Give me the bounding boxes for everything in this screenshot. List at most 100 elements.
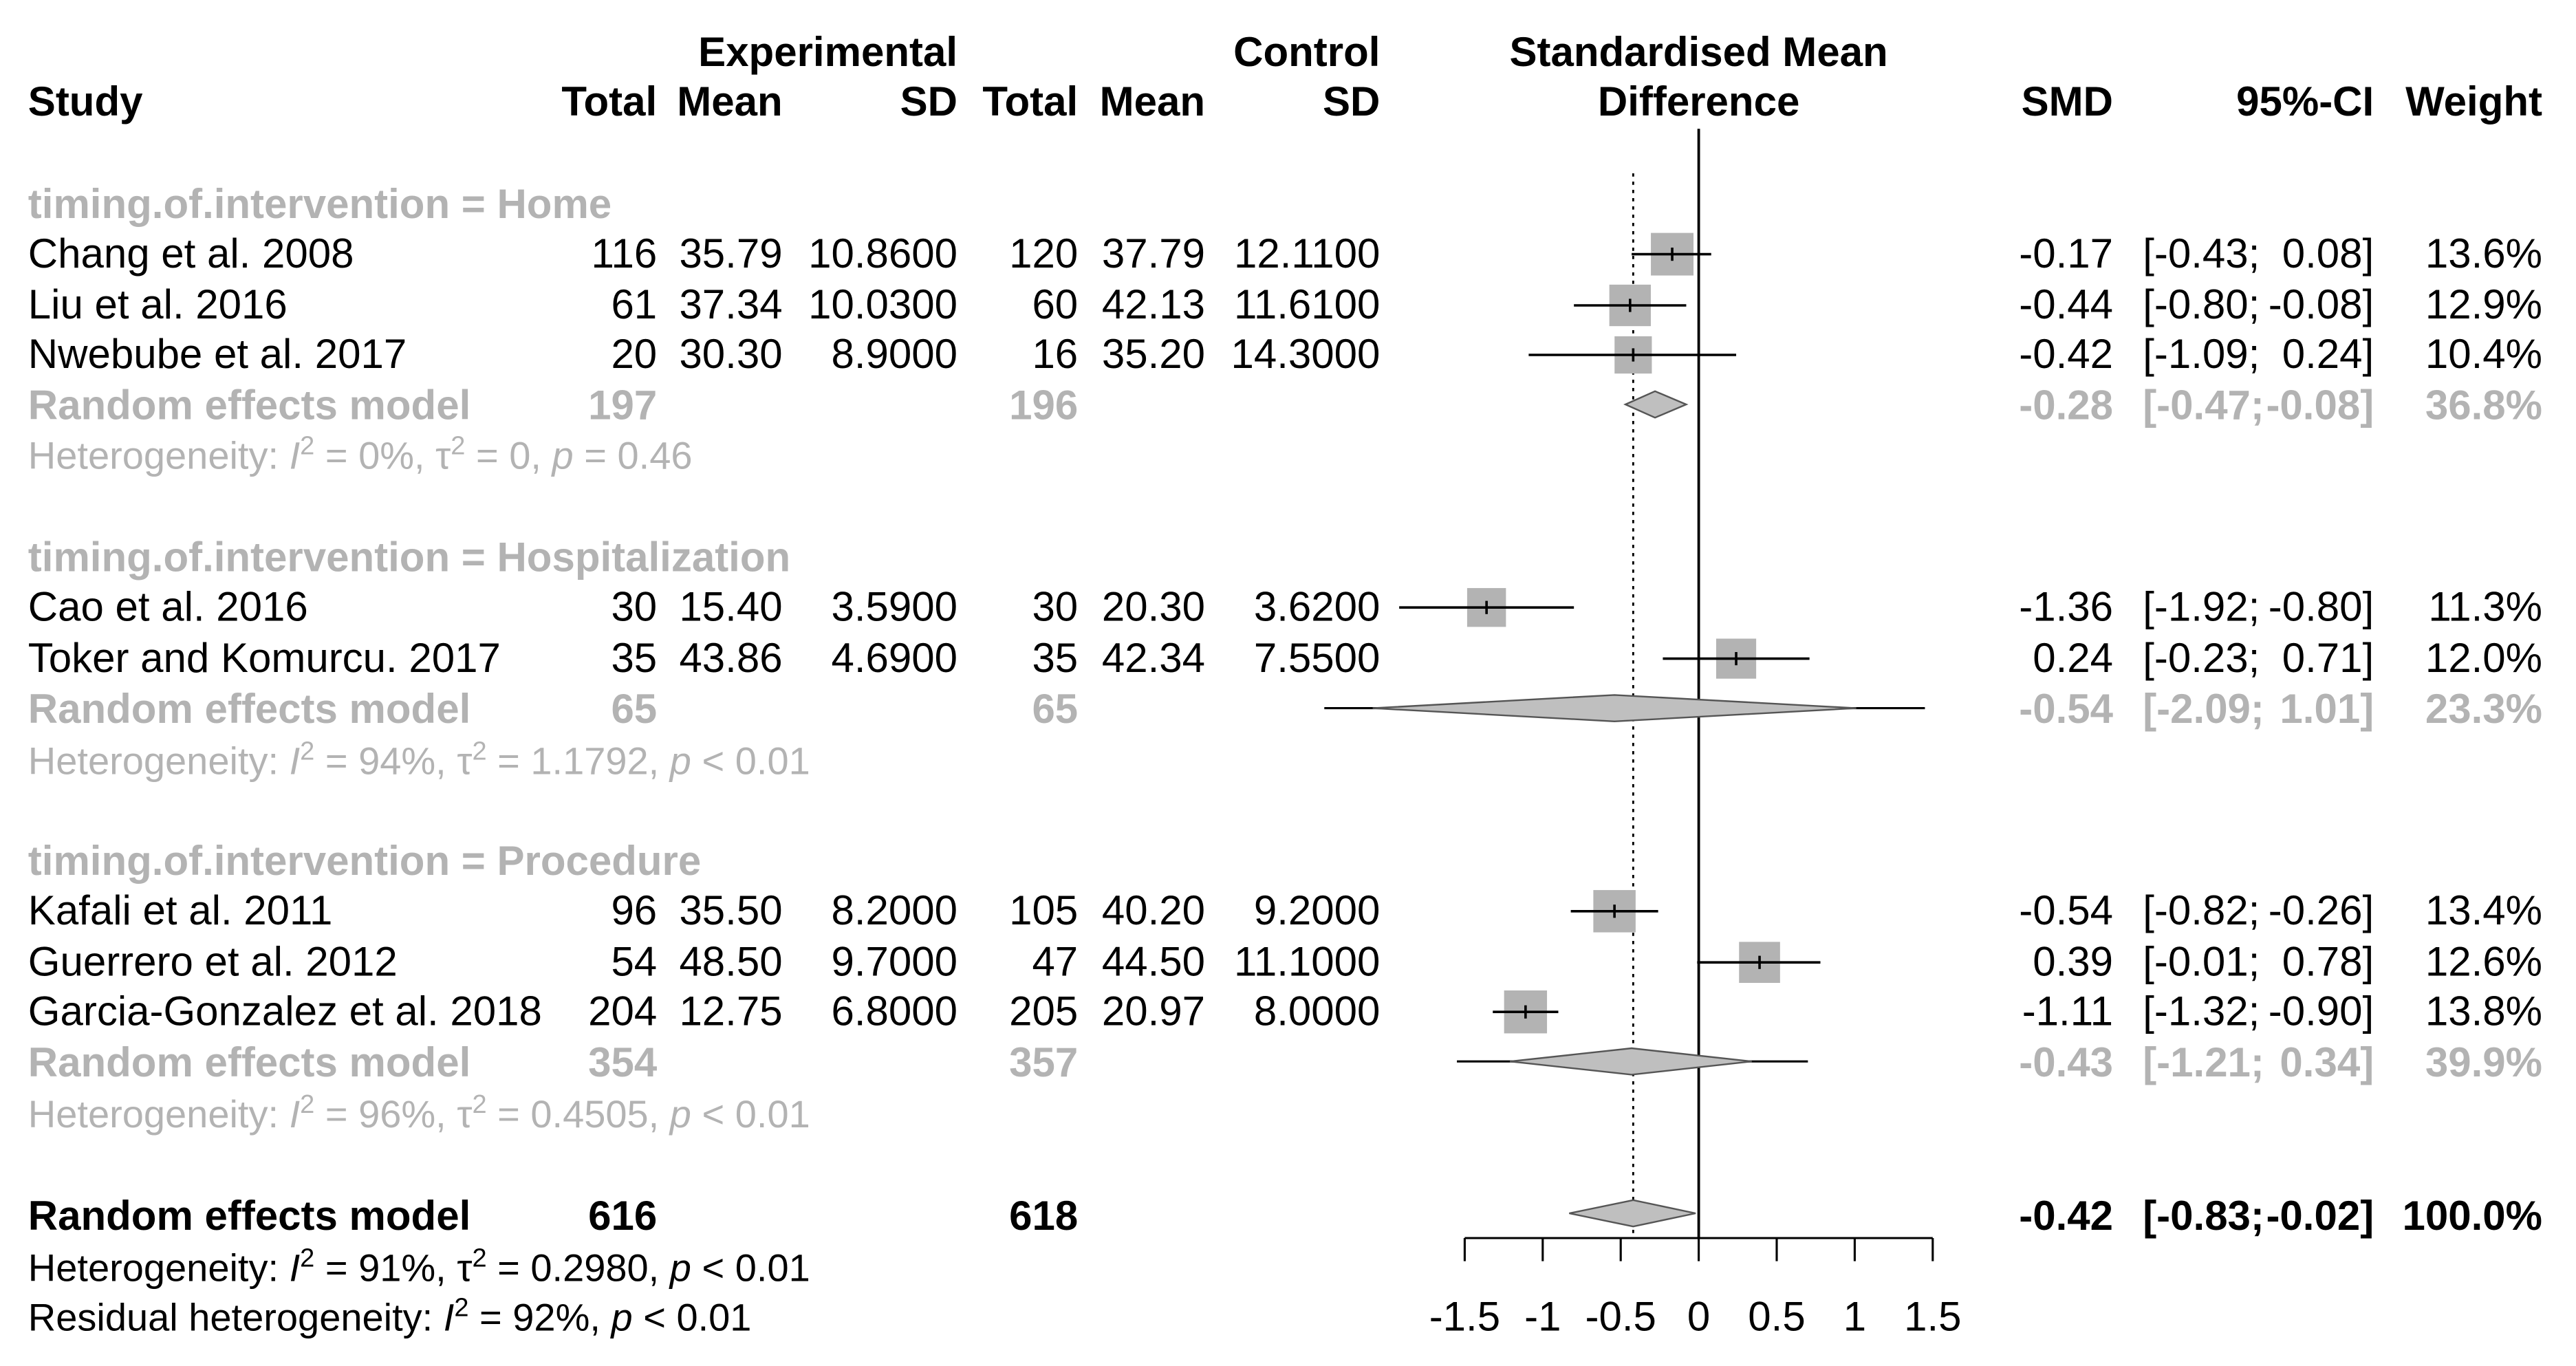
subgroup-model-label: Random effects model: [28, 1039, 470, 1085]
exp-mean: 12.75: [679, 988, 782, 1034]
subgroup-heterogeneity: Heterogeneity: I2 = 94%, τ2 = 1.1792, p …: [28, 737, 810, 783]
subgroup-ctrl-total: 357: [1009, 1039, 1078, 1085]
subgroup-exp-total: 354: [588, 1039, 658, 1085]
ctrl-sd: 7.5500: [1254, 635, 1381, 681]
subgroup-ci-lower: [-1.21;: [2143, 1039, 2264, 1085]
smd-value: 0.39: [2033, 938, 2113, 984]
header-experimental: Experimental: [698, 29, 957, 75]
ci-upper: 0.24]: [2282, 331, 2374, 377]
ci-lower: [-0.01;: [2143, 938, 2260, 984]
ctrl-sd: 11.6100: [1234, 281, 1380, 327]
header-effect-line2: Difference: [1598, 78, 1799, 124]
exp-total: 96: [611, 887, 657, 933]
header-effect-line1: Standardised Mean: [1510, 29, 1888, 75]
ctrl-mean: 37.79: [1102, 230, 1205, 277]
ctrl-sd: 14.3000: [1231, 331, 1381, 377]
ci-lower: [-0.80;: [2143, 281, 2260, 327]
exp-sd: 6.8000: [831, 988, 957, 1034]
ctrl-sd: 12.1100: [1234, 230, 1380, 277]
ctrl-total: 120: [1009, 230, 1078, 277]
study-name: Toker and Komurcu. 2017: [28, 635, 501, 681]
subgroup-smd: -0.54: [2019, 686, 2113, 732]
subgroup-smd: -0.28: [2019, 382, 2113, 429]
ci-lower: [-1.32;: [2143, 988, 2260, 1034]
subgroup-weight: 36.8%: [2425, 382, 2542, 429]
ctrl-total: 16: [1032, 331, 1078, 377]
ci-lower: [-0.23;: [2143, 635, 2260, 681]
ctrl-total: 30: [1032, 583, 1078, 629]
exp-sd: 8.2000: [831, 887, 957, 933]
ctrl-mean: 20.97: [1102, 988, 1205, 1034]
x-axis-tick-label: 0: [1687, 1293, 1710, 1339]
overall-model-label: Random effects model: [28, 1193, 470, 1239]
smd-value: -1.36: [2019, 583, 2113, 629]
overall-ctrl-total: 618: [1009, 1193, 1078, 1239]
smd-value: -0.17: [2019, 230, 2113, 277]
ctrl-sd: 11.1000: [1234, 938, 1380, 984]
subgroup-weight: 39.9%: [2425, 1039, 2542, 1085]
overall-exp-total: 616: [588, 1193, 657, 1239]
ctrl-total: 60: [1032, 281, 1078, 327]
subgroup-label: timing.of.intervention = Procedure: [28, 838, 701, 884]
ctrl-mean: 35.20: [1102, 331, 1205, 377]
subgroup-model-label: Random effects model: [28, 686, 470, 732]
ctrl-sd: 9.2000: [1254, 887, 1381, 933]
ctrl-mean: 42.13: [1102, 281, 1205, 327]
residual-heterogeneity: Residual heterogeneity: I2 = 92%, p < 0.…: [28, 1293, 752, 1338]
overall-ci-upper: -0.02]: [2266, 1193, 2374, 1239]
header-ctrl-mean: Mean: [1100, 78, 1205, 124]
subgroup-diamond: [1510, 1047, 1752, 1076]
ctrl-total: 47: [1032, 938, 1078, 984]
ci-lower: [-0.82;: [2143, 887, 2260, 933]
subgroup-heterogeneity: Heterogeneity: I2 = 0%, τ2 = 0, p = 0.46: [28, 432, 693, 477]
exp-total: 54: [611, 938, 657, 984]
header-control: Control: [1233, 29, 1380, 75]
exp-total: 204: [588, 988, 657, 1034]
exp-sd: 3.5900: [831, 583, 957, 629]
ci-lower: [-1.92;: [2143, 583, 2260, 629]
header-ctrl-total: Total: [982, 78, 1078, 124]
overall-ci-lower: [-0.83;: [2143, 1193, 2264, 1239]
ci-upper: -0.80]: [2269, 583, 2374, 629]
subgroup-weight: 23.3%: [2425, 686, 2542, 732]
exp-mean: 15.40: [679, 583, 782, 629]
weight-value: 12.6%: [2425, 938, 2542, 984]
exp-mean: 37.34: [679, 281, 782, 327]
x-axis-tick-label: 1.5: [1904, 1293, 1961, 1339]
ctrl-mean: 20.30: [1102, 583, 1205, 629]
weight-value: 13.4%: [2425, 887, 2542, 933]
ci-upper: 0.08]: [2282, 230, 2374, 277]
subgroup-ctrl-total: 65: [1032, 686, 1078, 732]
subgroup-exp-total: 197: [588, 382, 657, 429]
study-name: Guerrero et al. 2012: [28, 938, 398, 984]
x-axis-tick-label: -1: [1524, 1293, 1561, 1339]
exp-total: 35: [611, 635, 657, 681]
weight-value: 13.8%: [2425, 988, 2542, 1034]
ci-upper: -0.26]: [2269, 887, 2374, 933]
subgroup-label: timing.of.intervention = Hospitalization: [28, 534, 790, 580]
exp-total: 61: [611, 281, 657, 327]
subgroup-smd: -0.43: [2019, 1039, 2113, 1085]
overall-heterogeneity: Heterogeneity: I2 = 91%, τ2 = 0.2980, p …: [28, 1244, 810, 1289]
smd-value: 0.24: [2033, 635, 2113, 681]
ctrl-mean: 44.50: [1102, 938, 1205, 984]
exp-sd: 10.8600: [808, 230, 957, 277]
x-axis-tick-label: -0.5: [1585, 1293, 1656, 1339]
ci-lower: [-1.09;: [2143, 331, 2260, 377]
exp-mean: 35.79: [679, 230, 782, 277]
header-ctrl-sd: SD: [1323, 78, 1380, 124]
header-ci: 95%-CI: [2236, 78, 2374, 124]
ctrl-mean: 42.34: [1102, 635, 1205, 681]
ci-lower: [-0.43;: [2143, 230, 2260, 277]
exp-sd: 9.7000: [831, 938, 957, 984]
smd-value: -1.11: [2022, 988, 2113, 1034]
ci-upper: 0.78]: [2282, 938, 2374, 984]
exp-mean: 43.86: [679, 635, 782, 681]
weight-value: 13.6%: [2425, 230, 2542, 277]
overall-diamond: [1569, 1199, 1696, 1228]
subgroup-ci-upper: 1.01]: [2280, 686, 2374, 732]
exp-mean: 48.50: [679, 938, 782, 984]
smd-value: -0.44: [2019, 281, 2113, 327]
study-name: Cao et al. 2016: [28, 583, 308, 629]
